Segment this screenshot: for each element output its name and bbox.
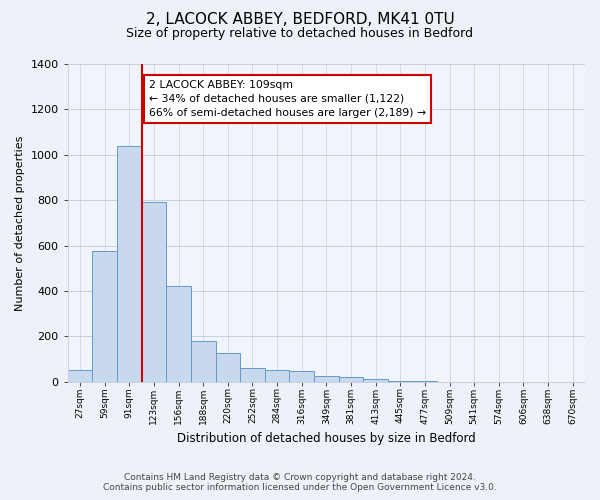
Bar xyxy=(142,202,166,382)
Bar xyxy=(166,286,191,382)
Y-axis label: Number of detached properties: Number of detached properties xyxy=(15,135,25,310)
Bar xyxy=(117,146,142,382)
Bar xyxy=(388,380,413,382)
Bar xyxy=(289,371,314,382)
Bar xyxy=(314,376,338,382)
Bar xyxy=(338,377,364,382)
X-axis label: Distribution of detached houses by size in Bedford: Distribution of detached houses by size … xyxy=(177,432,476,445)
Text: Contains HM Land Registry data © Crown copyright and database right 2024.
Contai: Contains HM Land Registry data © Crown c… xyxy=(103,473,497,492)
Bar xyxy=(240,368,265,382)
Text: 2, LACOCK ABBEY, BEDFORD, MK41 0TU: 2, LACOCK ABBEY, BEDFORD, MK41 0TU xyxy=(146,12,454,28)
Bar xyxy=(265,370,289,382)
Bar xyxy=(68,370,92,382)
Text: Size of property relative to detached houses in Bedford: Size of property relative to detached ho… xyxy=(127,28,473,40)
Text: 2 LACOCK ABBEY: 109sqm
← 34% of detached houses are smaller (1,122)
66% of semi-: 2 LACOCK ABBEY: 109sqm ← 34% of detached… xyxy=(149,80,426,118)
Bar xyxy=(364,380,388,382)
Bar xyxy=(215,354,240,382)
Bar xyxy=(191,341,215,382)
Bar xyxy=(92,251,117,382)
